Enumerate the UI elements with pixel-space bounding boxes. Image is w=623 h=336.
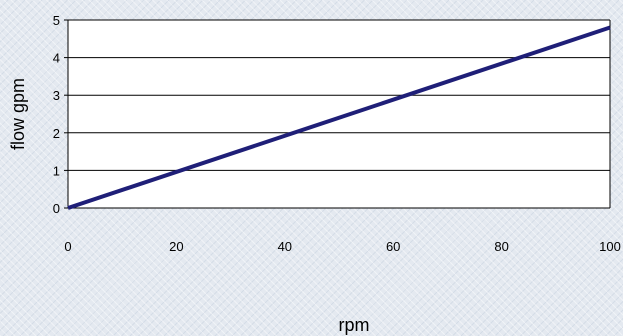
y-tick-label: 3 [53,88,60,103]
x-tick-labels: 0 20 40 60 80 100 [64,239,620,254]
x-tick-label: 60 [386,239,400,254]
x-tick-label: 40 [278,239,292,254]
x-tick-label: 80 [494,239,508,254]
gridlines [68,19,610,209]
series-group [67,25,611,210]
axes [64,19,611,209]
y-axis-title: flow gpm [8,78,28,150]
y-tick-label: 4 [53,51,60,66]
y-tick-labels: 0 1 2 3 4 5 [53,13,60,216]
series-line [67,25,611,210]
y-tick-label: 5 [53,13,60,28]
y-tick-label: 0 [53,201,60,216]
y-tick-label: 2 [53,126,60,141]
x-tick-label: 0 [64,239,71,254]
x-axis-title: rpm [339,315,370,335]
x-tick-label: 20 [169,239,183,254]
x-tick-label: 100 [599,239,621,254]
y-tick-label: 1 [53,163,60,178]
